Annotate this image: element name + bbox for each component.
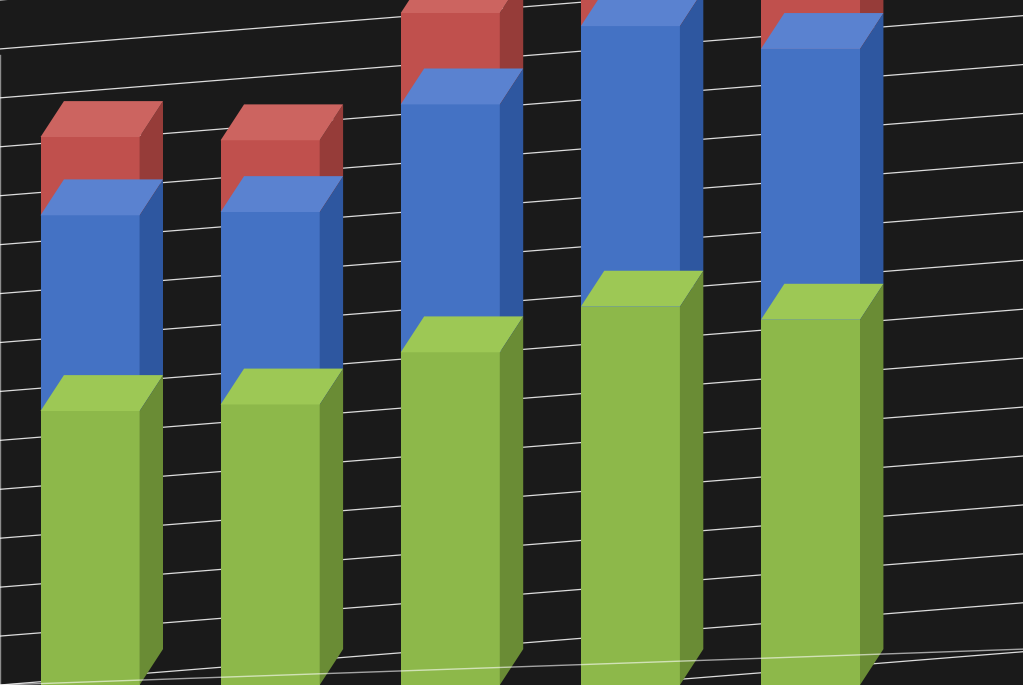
Polygon shape [319,369,343,685]
Polygon shape [761,0,860,49]
Polygon shape [401,316,523,352]
Polygon shape [221,140,319,212]
Polygon shape [581,307,680,685]
Polygon shape [221,404,319,685]
Polygon shape [401,352,500,685]
Polygon shape [581,271,704,307]
Polygon shape [500,316,523,685]
Polygon shape [319,176,343,404]
Polygon shape [401,104,500,352]
Polygon shape [41,215,139,411]
Polygon shape [860,284,884,685]
Polygon shape [139,375,163,685]
Polygon shape [139,101,163,215]
Polygon shape [401,13,500,104]
Polygon shape [761,284,884,320]
Polygon shape [401,0,523,13]
Polygon shape [761,13,884,49]
Polygon shape [500,0,523,104]
Polygon shape [680,0,704,307]
Polygon shape [41,137,139,215]
Polygon shape [139,179,163,411]
Polygon shape [680,0,704,26]
Polygon shape [221,212,319,404]
Polygon shape [680,271,704,685]
Polygon shape [581,0,680,26]
Polygon shape [221,369,343,404]
Polygon shape [41,411,139,685]
Polygon shape [761,49,860,320]
Polygon shape [860,13,884,320]
Polygon shape [401,68,523,104]
Polygon shape [860,0,884,49]
Polygon shape [581,0,704,26]
Polygon shape [221,104,343,140]
Polygon shape [221,176,343,212]
Polygon shape [319,104,343,212]
Polygon shape [581,26,680,307]
Polygon shape [41,101,163,137]
Polygon shape [761,320,860,685]
Polygon shape [41,375,163,411]
Polygon shape [500,68,523,352]
Polygon shape [41,179,163,215]
